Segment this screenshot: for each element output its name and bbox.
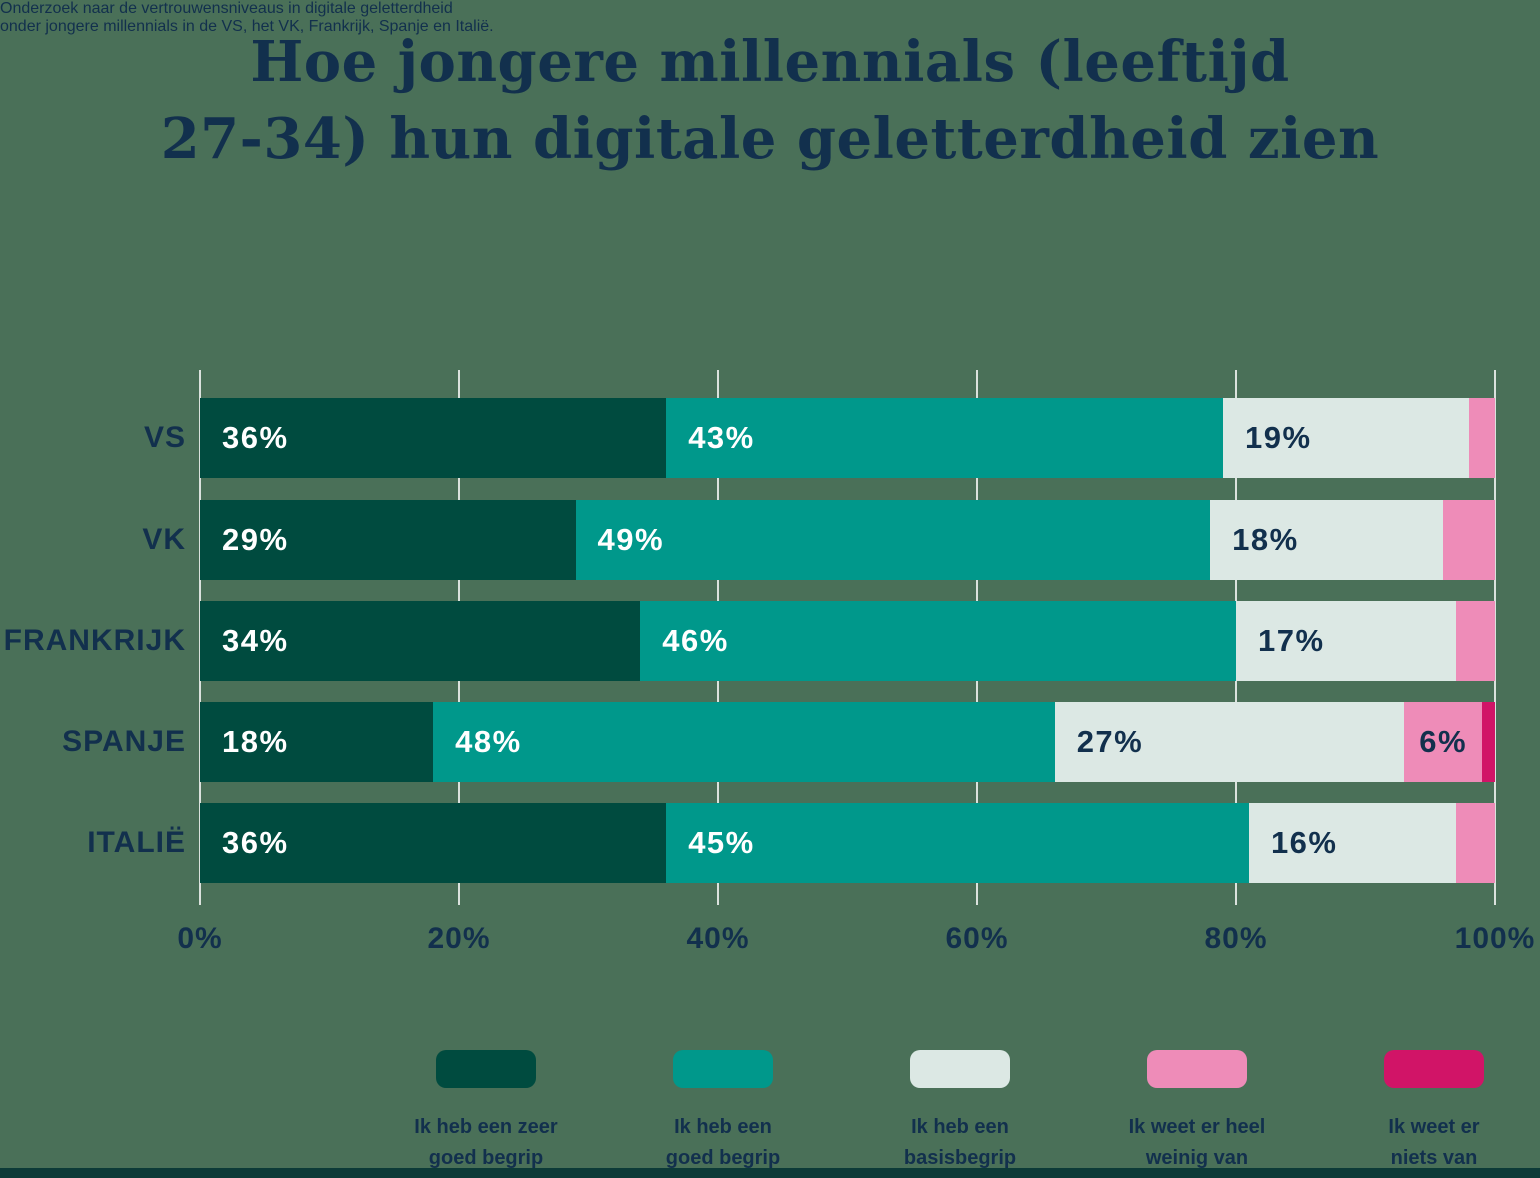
legend-label-line: goed begrip [428, 1147, 544, 1169]
category-label: FRANKRIJK [3, 624, 186, 657]
chart-legend: Ik heb een zeer goed begrip Ik heb een goed… [380, 1050, 1540, 1174]
chart-title-line-2: 27-34) hun digitale geletterdheid zien [160, 106, 1380, 173]
legend-label: Ik weet er heel weinig van [1129, 1112, 1266, 1174]
x-axis-tick-label: 40% [686, 922, 750, 955]
category-label: ITALIË [87, 826, 186, 859]
bar-segment: 48% [433, 702, 1055, 782]
bar-value-label: 19% [1245, 420, 1312, 455]
legend-swatch [1147, 1050, 1247, 1088]
bar-segment: 36% [200, 398, 667, 478]
bar-segment: 43% [666, 398, 1224, 478]
bar-value-label: 45% [688, 825, 755, 860]
bar-value-label: 36% [222, 825, 289, 860]
x-axis-tick-label: 0% [177, 922, 223, 955]
bar-value-label: 43% [688, 420, 755, 455]
bar-row-frankrijk: FRANKRIJK 34% 46% 17% [0, 601, 1540, 681]
legend-label-line: weinig van [1145, 1147, 1249, 1169]
legend-item: Ik heb een basisbegrip [854, 1050, 1066, 1174]
legend-label: Ik heb een goed begrip [666, 1112, 780, 1174]
bar-segment [1482, 702, 1495, 782]
bar-value-label: 18% [222, 724, 289, 759]
bar-value-label: 16% [1270, 825, 1338, 860]
bar-value-label: 49% [597, 522, 665, 557]
bar-segment: 49% [575, 500, 1211, 580]
x-axis-tick-label: 60% [945, 922, 1009, 955]
legend-swatch [910, 1050, 1010, 1088]
legend-swatch [1384, 1050, 1484, 1088]
x-axis-tick-label: 20% [427, 922, 491, 955]
gridline [1494, 370, 1496, 905]
bar-value-label: 46% [662, 623, 729, 658]
bar-value-label: 27% [1076, 724, 1144, 759]
bar-value-label: 48% [455, 724, 522, 759]
stacked-bar: 34% 46% 17% [200, 601, 1495, 681]
legend-swatch [673, 1050, 773, 1088]
x-axis-tick-label: 100% [1454, 922, 1536, 955]
bar-segment: 19% [1223, 398, 1470, 478]
footer-strip [0, 1168, 1540, 1178]
bar-segment: 46% [640, 601, 1236, 681]
bar-value-label: 18% [1232, 522, 1299, 557]
bar-segment: 36% [200, 803, 667, 883]
legend-label-line: goed begrip [665, 1147, 781, 1169]
chart-title-line-1: Hoe jongere millennials (leeftijd [250, 29, 1290, 95]
bar-row-vs: VS 36% 43% 19% [0, 398, 1540, 478]
bar-row-spanje: SPANJE 18% 48% 27% 6% [0, 702, 1540, 782]
x-axis-tick-label: 80% [1204, 922, 1268, 955]
legend-label-line: Ik heb een zeer [414, 1116, 558, 1138]
bar-segment: 45% [666, 803, 1249, 883]
legend-label-line: Ik weet er heel [1128, 1116, 1266, 1138]
chart-subtitle-line-1: Onderzoek naar de vertrouwensniveaus in … [0, 0, 453, 17]
bar-segment: 18% [200, 702, 434, 782]
legend-label-line: Ik weet er [1388, 1116, 1480, 1138]
bar-value-label: 17% [1257, 623, 1325, 658]
bar-row-vk: VK 29% 49% 18% [0, 500, 1540, 580]
category-label: VK [142, 523, 186, 556]
stacked-bar: 36% 45% 16% [200, 803, 1495, 883]
bar-segment [1469, 398, 1495, 478]
stacked-bar: 18% 48% 27% 6% [200, 702, 1495, 782]
bar-segment [1443, 500, 1495, 580]
bar-segment [1456, 601, 1495, 681]
bar-value-label: 34% [222, 623, 289, 658]
bar-segment [1456, 803, 1495, 883]
bar-segment: 34% [200, 601, 641, 681]
bar-row-italië: ITALIË 36% 45% 16% [0, 803, 1540, 883]
bar-segment: 27% [1054, 702, 1405, 782]
legend-item: Ik heb een goed begrip [617, 1050, 829, 1174]
stacked-bar: 29% 49% 18% [200, 500, 1495, 580]
bar-segment: 17% [1235, 601, 1457, 681]
bar-segment: 6% [1404, 702, 1483, 782]
chart-title: Hoe jongere millennials (leeftijd 27-34)… [0, 24, 1540, 179]
legend-swatch [436, 1050, 536, 1088]
legend-label-line: basisbegrip [903, 1147, 1017, 1169]
legend-label: Ik weet er niets van [1388, 1112, 1479, 1174]
bar-value-label: 6% [1419, 724, 1468, 759]
bar-segment: 18% [1210, 500, 1444, 580]
legend-item: Ik weet er niets van [1328, 1050, 1540, 1174]
legend-label-line: niets van [1390, 1147, 1478, 1169]
legend-item: Ik heb een zeer goed begrip [380, 1050, 592, 1174]
chart-subtitle-line-2: onder jongere millennials in de VS, het … [0, 18, 494, 35]
category-label: SPANJE [62, 725, 186, 758]
legend-label-line: Ik heb een [911, 1116, 1009, 1138]
bar-value-label: 29% [222, 522, 289, 557]
stacked-bar: 36% 43% 19% [200, 398, 1495, 478]
bar-value-label: 36% [222, 420, 289, 455]
bar-segment: 29% [200, 500, 576, 580]
legend-item: Ik weet er heel weinig van [1091, 1050, 1303, 1174]
category-label: VS [143, 421, 186, 454]
bar-segment: 16% [1248, 803, 1457, 883]
legend-label: Ik heb een basisbegrip [904, 1112, 1016, 1174]
legend-label-line: Ik heb een [674, 1116, 772, 1138]
legend-label: Ik heb een zeer goed begrip [414, 1112, 557, 1174]
